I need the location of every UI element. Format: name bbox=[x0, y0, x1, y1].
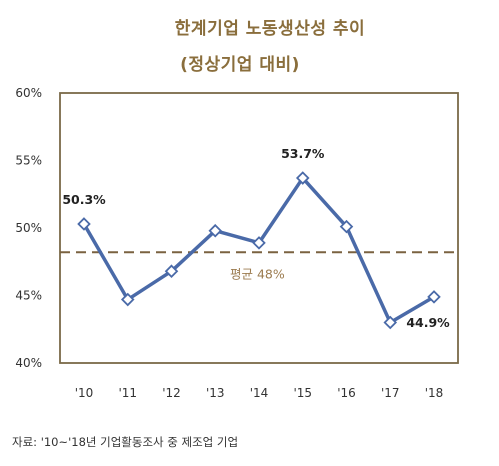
data-point-marker bbox=[120, 292, 135, 307]
data-point-marker bbox=[164, 264, 179, 278]
y-tick-label: 50% bbox=[15, 221, 42, 235]
x-tick-label: '11 bbox=[118, 386, 137, 400]
data-point-marker bbox=[77, 217, 91, 231]
chart-subtitle: (정상기업 대비) bbox=[180, 55, 300, 75]
chart-title: 한계기업 노동생산성 추이 bbox=[174, 19, 366, 39]
source-note: 자료: '10~'18년 기업활동조사 중 제조업 기업 bbox=[12, 435, 239, 449]
data-point-marker bbox=[252, 236, 266, 250]
data-label: 53.7% bbox=[281, 146, 325, 161]
x-tick-label: '15 bbox=[293, 386, 312, 400]
x-tick-label: '14 bbox=[250, 386, 269, 400]
plot-frame bbox=[59, 92, 459, 364]
x-tick-label: '10 bbox=[75, 386, 94, 400]
y-tick-label: 60% bbox=[15, 86, 42, 100]
data-point-marker bbox=[339, 219, 354, 234]
data-point-marker bbox=[295, 171, 310, 185]
data-label: 50.3% bbox=[62, 192, 106, 207]
x-tick-label: '18 bbox=[425, 386, 444, 400]
data-label: 44.9% bbox=[406, 315, 450, 330]
x-tick-label: '16 bbox=[337, 386, 356, 400]
data-point-marker bbox=[208, 223, 223, 238]
data-point-marker bbox=[383, 315, 398, 330]
y-tick-label: 55% bbox=[15, 154, 42, 168]
average-label: 평균 48% bbox=[230, 266, 285, 281]
x-tick-label: '13 bbox=[206, 386, 225, 400]
x-tick-label: '17 bbox=[381, 386, 400, 400]
x-tick-label: '12 bbox=[162, 386, 181, 400]
series-line bbox=[82, 176, 435, 325]
data-point-marker bbox=[427, 290, 441, 304]
y-tick-label: 45% bbox=[15, 289, 42, 303]
y-tick-label: 40% bbox=[15, 356, 42, 370]
